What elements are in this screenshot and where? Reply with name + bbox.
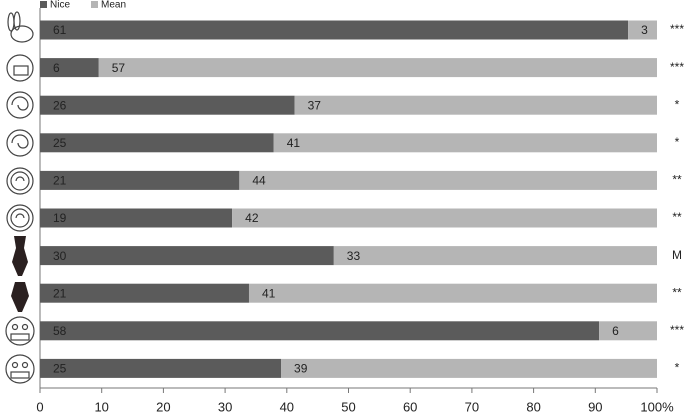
data-label: 25 [53, 362, 67, 376]
data-label: 39 [294, 362, 308, 376]
significance-label: * [675, 135, 680, 149]
x-tick-label: 30 [218, 399, 232, 414]
data-label: 30 [53, 249, 67, 263]
bar-segment [98, 58, 657, 78]
significance-label: * [675, 97, 680, 111]
data-label: 44 [252, 174, 266, 188]
x-tick-label: 10 [94, 399, 108, 414]
data-label: 25 [53, 136, 67, 150]
bar-segment [40, 246, 334, 266]
bar-segment [239, 170, 658, 190]
bar-segment [248, 283, 657, 303]
x-tick-label: 80 [526, 399, 540, 414]
bar-segment [40, 170, 240, 190]
significance-label: * [675, 361, 680, 375]
x-tick-label: 50 [341, 399, 355, 414]
data-label: 61 [53, 23, 67, 37]
significance-label: ** [672, 173, 682, 187]
x-tick-label: 0 [36, 399, 43, 414]
bar-segment [599, 321, 657, 341]
data-label: 37 [308, 98, 322, 112]
data-label: 26 [53, 98, 67, 112]
significance-label: ** [672, 210, 682, 224]
data-label: 33 [347, 249, 361, 263]
bar-segment [273, 133, 657, 153]
data-label: 19 [53, 211, 67, 225]
legend-swatch [40, 1, 47, 8]
significance-label: M [672, 248, 682, 262]
legend-label: Nice [50, 0, 70, 11]
bar-segment [40, 133, 274, 153]
bar-segment [40, 20, 629, 40]
bar-segment [40, 208, 233, 228]
bar-segment [628, 20, 657, 40]
data-label: 41 [262, 286, 276, 300]
bar-segment [40, 95, 295, 115]
legend-swatch [91, 1, 98, 8]
bar-segment [40, 358, 282, 378]
significance-label: ** [672, 285, 682, 299]
bar-segment [40, 321, 600, 341]
x-tick-label: 20 [156, 399, 170, 414]
significance-label: *** [670, 323, 684, 337]
x-tick-label: 70 [465, 399, 479, 414]
icons [5, 11, 35, 384]
data-label: 58 [53, 324, 67, 338]
significance-label: *** [670, 60, 684, 74]
significance-label: *** [670, 22, 684, 36]
data-label: 42 [245, 211, 259, 225]
x-tick-label: 60 [403, 399, 417, 414]
x-tick-label: 40 [280, 399, 294, 414]
x-tick-label: 100% [640, 399, 674, 414]
bar-segment [294, 95, 657, 115]
data-label: 3 [641, 23, 648, 37]
bar-segment [40, 58, 99, 78]
bar-segment [232, 208, 657, 228]
data-label: 41 [287, 136, 301, 150]
bar-segment [281, 358, 657, 378]
x-tick-label: 90 [588, 399, 602, 414]
data-label: 21 [53, 174, 67, 188]
data-label: 6 [612, 324, 619, 338]
legend-label: Mean [101, 0, 126, 11]
bar-segment [333, 246, 657, 266]
data-label: 6 [53, 61, 60, 75]
bar-segment [40, 283, 249, 303]
data-label: 21 [53, 286, 67, 300]
data-label: 57 [112, 61, 126, 75]
